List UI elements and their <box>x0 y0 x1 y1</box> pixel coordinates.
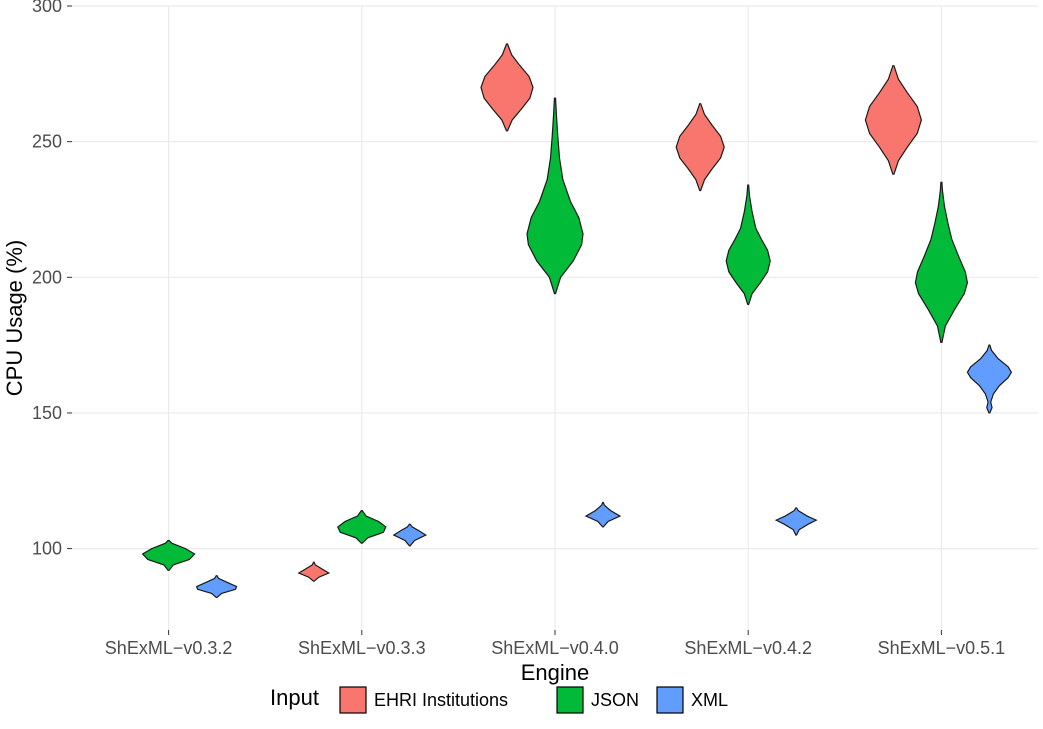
y-tick-label: 200 <box>32 267 62 287</box>
legend-swatch <box>657 687 683 713</box>
y-axis-title: CPU Usage (%) <box>2 240 27 396</box>
legend-label: EHRI Institutions <box>374 690 508 710</box>
legend-swatch <box>340 687 366 713</box>
x-axis-title: Engine <box>521 660 590 685</box>
violin-chart: 100 150 200 250 300 ShExML−v0.3.2 ShExML−v0.3.… <box>0 0 1043 729</box>
y-tick-label: 250 <box>32 132 62 152</box>
legend-title: Input <box>270 685 319 710</box>
y-tick-label: 300 <box>32 0 62 16</box>
legend-swatch <box>557 687 583 713</box>
x-tick-label: ShExML−v0.3.3 <box>298 638 426 658</box>
x-tick-label: ShExML−v0.5.1 <box>878 638 1006 658</box>
chart-container: 100 150 200 250 300 ShExML−v0.3.2 ShExML−v0.3.… <box>0 0 1043 729</box>
x-tick-label: ShExML−v0.4.2 <box>684 638 812 658</box>
y-tick-label: 100 <box>32 539 62 559</box>
x-tick-label: ShExML−v0.4.0 <box>491 638 619 658</box>
x-tick-label: ShExML−v0.3.2 <box>105 638 233 658</box>
legend-label: XML <box>691 690 728 710</box>
y-tick-label: 150 <box>32 403 62 423</box>
legend: Input EHRI Institutions JSON XML <box>270 685 728 713</box>
legend-label: JSON <box>591 690 639 710</box>
